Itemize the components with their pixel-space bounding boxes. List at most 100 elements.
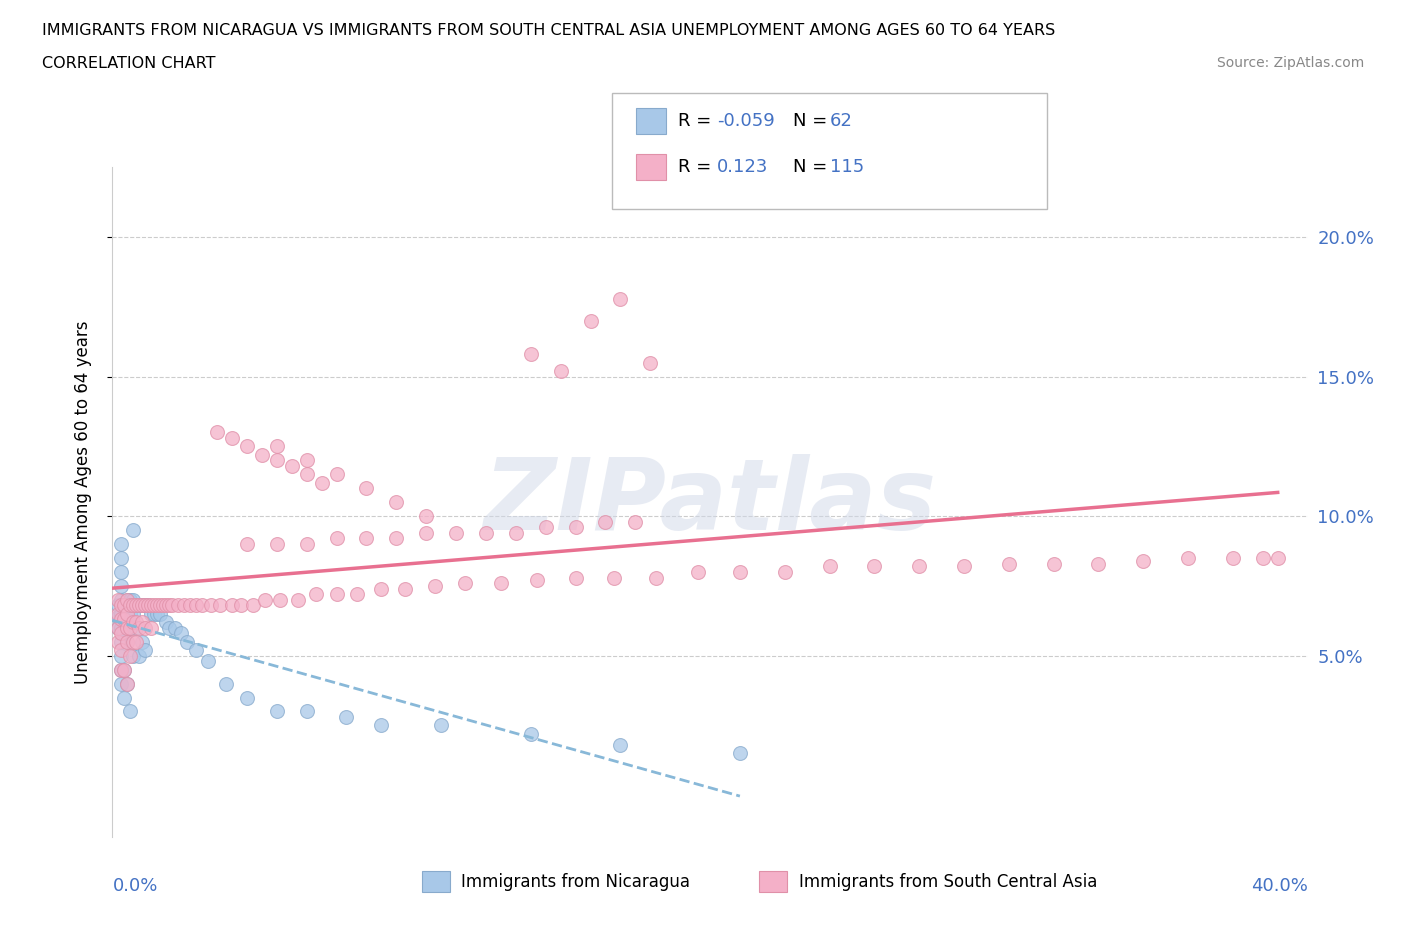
Text: 0.0%: 0.0% bbox=[112, 877, 157, 896]
Point bbox=[173, 598, 195, 613]
Point bbox=[167, 598, 190, 613]
Text: Immigrants from South Central Asia: Immigrants from South Central Asia bbox=[799, 872, 1097, 891]
Text: 62: 62 bbox=[830, 112, 852, 130]
Point bbox=[131, 598, 153, 613]
Point bbox=[107, 620, 129, 635]
Point bbox=[128, 620, 150, 635]
Point bbox=[120, 592, 142, 607]
Point bbox=[624, 514, 647, 529]
Point bbox=[253, 592, 276, 607]
Point bbox=[110, 620, 132, 635]
Point bbox=[728, 746, 751, 761]
Point bbox=[110, 592, 132, 607]
Point bbox=[356, 531, 378, 546]
Point bbox=[114, 615, 135, 630]
Point bbox=[609, 291, 631, 306]
Point bbox=[394, 581, 416, 596]
Point bbox=[200, 598, 222, 613]
Text: 40.0%: 40.0% bbox=[1251, 877, 1308, 896]
Point bbox=[131, 598, 153, 613]
Point bbox=[122, 523, 145, 538]
Point bbox=[149, 598, 172, 613]
Text: 115: 115 bbox=[830, 158, 863, 177]
Point bbox=[603, 570, 626, 585]
Point bbox=[107, 634, 129, 649]
Point bbox=[295, 704, 318, 719]
Point bbox=[295, 453, 318, 468]
Point bbox=[287, 592, 309, 607]
Point bbox=[579, 313, 602, 328]
Point bbox=[197, 654, 219, 669]
Point bbox=[125, 615, 148, 630]
Point bbox=[325, 531, 347, 546]
Point bbox=[325, 467, 347, 482]
Point bbox=[346, 587, 368, 602]
Point bbox=[141, 606, 163, 621]
Point bbox=[125, 620, 148, 635]
Point bbox=[385, 495, 408, 510]
Point bbox=[110, 634, 132, 649]
Text: -0.059: -0.059 bbox=[717, 112, 775, 130]
Point bbox=[120, 620, 142, 635]
Point bbox=[773, 565, 796, 579]
Point bbox=[266, 453, 288, 468]
Point bbox=[122, 634, 145, 649]
Point bbox=[131, 634, 153, 649]
Point bbox=[117, 592, 139, 607]
Point bbox=[281, 458, 304, 473]
Point bbox=[638, 355, 662, 370]
Point bbox=[489, 576, 512, 591]
Point bbox=[430, 718, 453, 733]
Point bbox=[1177, 551, 1199, 565]
Text: N =: N = bbox=[793, 112, 832, 130]
Point bbox=[425, 578, 447, 593]
Point bbox=[141, 620, 163, 635]
Point bbox=[236, 537, 259, 551]
Point bbox=[117, 676, 139, 691]
Point bbox=[520, 347, 543, 362]
Point bbox=[1222, 551, 1244, 565]
Point bbox=[110, 578, 132, 593]
Point bbox=[179, 598, 201, 613]
Point bbox=[107, 606, 129, 621]
Point bbox=[221, 431, 243, 445]
Point bbox=[114, 662, 135, 677]
Point bbox=[534, 520, 557, 535]
Point bbox=[117, 592, 139, 607]
Point bbox=[356, 481, 378, 496]
Point bbox=[122, 598, 145, 613]
Point bbox=[863, 559, 886, 574]
Point bbox=[454, 576, 477, 591]
Point bbox=[266, 537, 288, 551]
Point bbox=[146, 606, 169, 621]
Point bbox=[295, 537, 318, 551]
Point bbox=[114, 626, 135, 641]
Point bbox=[107, 609, 129, 624]
Point bbox=[134, 643, 156, 658]
Point bbox=[110, 565, 132, 579]
Point bbox=[143, 606, 166, 621]
Point bbox=[526, 573, 548, 588]
Point bbox=[125, 634, 148, 649]
Point bbox=[114, 662, 135, 677]
Point bbox=[120, 648, 142, 663]
Point bbox=[304, 587, 326, 602]
Text: R =: R = bbox=[678, 158, 717, 177]
Text: Source: ZipAtlas.com: Source: ZipAtlas.com bbox=[1216, 56, 1364, 70]
Point bbox=[242, 598, 264, 613]
Point bbox=[110, 648, 132, 663]
Point bbox=[134, 598, 156, 613]
Point bbox=[117, 620, 139, 635]
Point bbox=[110, 598, 132, 613]
Text: IMMIGRANTS FROM NICARAGUA VS IMMIGRANTS FROM SOUTH CENTRAL ASIA UNEMPLOYMENT AMO: IMMIGRANTS FROM NICARAGUA VS IMMIGRANTS … bbox=[42, 23, 1056, 38]
Point bbox=[110, 612, 132, 627]
Point bbox=[143, 598, 166, 613]
Text: R =: R = bbox=[678, 112, 717, 130]
Point bbox=[114, 598, 135, 613]
Point bbox=[205, 425, 228, 440]
Point bbox=[128, 648, 150, 663]
Point bbox=[415, 509, 437, 524]
Point bbox=[122, 648, 145, 663]
Point bbox=[110, 626, 132, 641]
Point bbox=[110, 606, 132, 621]
